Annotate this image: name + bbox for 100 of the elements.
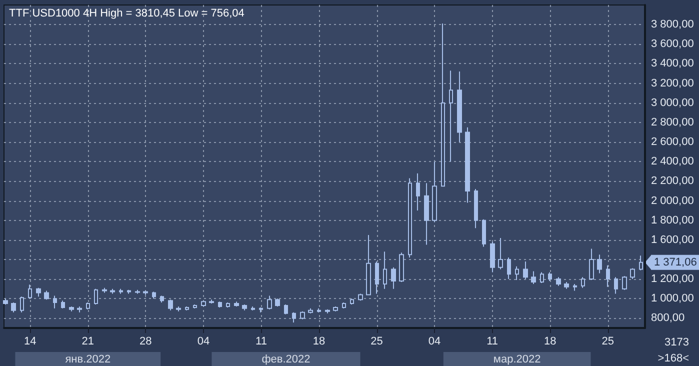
candlestick [424,182,429,246]
candlestick [556,276,561,286]
candlestick [548,272,552,282]
candlestick [581,276,585,288]
candlestick [160,295,164,304]
candlestick [432,161,437,223]
candlestick [589,248,594,281]
candlestick [308,308,313,314]
x-tick-label: 28 [140,336,152,348]
candlestick [490,241,495,273]
candlestick [441,23,445,187]
candlestick [630,268,635,280]
candlestick [242,304,247,311]
candlestick [185,306,189,311]
annotation: 1 371,06 [654,256,697,268]
candlestick [193,304,197,309]
x-tick-label: 04 [428,336,441,348]
y-tick-label: 1 000,00 [651,292,694,305]
candlestick [234,301,239,307]
candlestick [176,306,181,312]
candlestick [267,295,272,310]
candlestick [36,287,41,298]
candlestick [515,266,519,281]
x-tick-label: 18 [312,336,326,348]
y-tick-label: 2 200,00 [651,175,694,188]
candlestick [201,300,206,307]
text: >168< [658,352,689,364]
candlestick [639,255,643,271]
candlestick [69,306,74,312]
candlestick [391,266,396,290]
y-tick-label: 2 800,00 [651,116,694,128]
candlestick [523,260,528,280]
candlestick [94,288,98,306]
candlestick [86,302,90,310]
candlestick [333,306,338,312]
x-tick-label: 25 [602,336,614,348]
candlestick [102,287,107,294]
candlestick [44,290,49,300]
candlestick [251,306,255,311]
candlestick [564,281,569,290]
candlestick [606,264,610,288]
candlestick [614,276,618,294]
y-tick-label: 3 600,00 [651,38,694,50]
y-tick-label: 2 600,00 [651,136,694,148]
x2-tick-label: фев.2022 [262,354,310,366]
candlestick [218,301,222,308]
candlestick [226,302,230,308]
x-tick-label: 14 [24,336,36,348]
y-tick-label: 2 400,00 [651,156,694,168]
candlestick [498,237,503,270]
candlestick [28,284,32,300]
x-tick-label: 21 [82,336,94,348]
candlestick [408,178,412,258]
candlestick [300,310,305,320]
candlestick [127,289,131,294]
candlestick [449,70,453,162]
candlestick [143,290,148,296]
candlestick [457,71,462,143]
candlestick [482,218,486,248]
candlestick [342,302,346,309]
x-tick-label: 11 [486,336,498,348]
x2-tick-label: янв.2022 [65,354,111,366]
candlestick [53,295,57,309]
x2-tick-label: мар.2022 [493,354,541,366]
candlestick [135,289,140,294]
candlestick [209,299,214,304]
y-tick-label: 1 800,00 [651,214,694,226]
candlestick [465,126,470,204]
x-tick-label: 11 [256,336,267,348]
y-tick-label: 2 000,00 [651,194,694,207]
candlestick [284,304,288,315]
candlestick [531,270,536,284]
y-tick-label: 800,00 [651,312,685,324]
candlestick [119,288,123,294]
candlestick [3,298,8,306]
candlestick [507,257,511,280]
y-tick-label: 3 400,00 [651,58,694,70]
candlestick [350,298,354,306]
candlestick [259,306,263,313]
candlestick [61,300,65,309]
y-tick-label: 1 600,00 [651,234,694,246]
candlestick [11,302,16,313]
candlestick [152,291,156,300]
x-tick-label: 25 [370,336,383,348]
candlestick [622,276,627,290]
chart-title: TTF USD1000 4H High = 3810,45 Low = 756,04 [9,8,244,20]
candlestick [358,293,363,302]
candlestick [168,299,173,311]
x-tick-label: 18 [544,336,556,348]
candlestick [383,251,387,290]
candlestick [597,254,602,274]
candlestick [317,308,321,313]
candlestick [292,312,296,324]
candlestick [110,288,115,294]
x-tick-label: 04 [197,336,210,348]
candlestick [275,298,280,307]
candlestick [474,188,478,229]
y-tick-label: 3 200,00 [651,77,694,90]
text: 3173 [664,336,690,348]
candlestick [366,234,371,296]
